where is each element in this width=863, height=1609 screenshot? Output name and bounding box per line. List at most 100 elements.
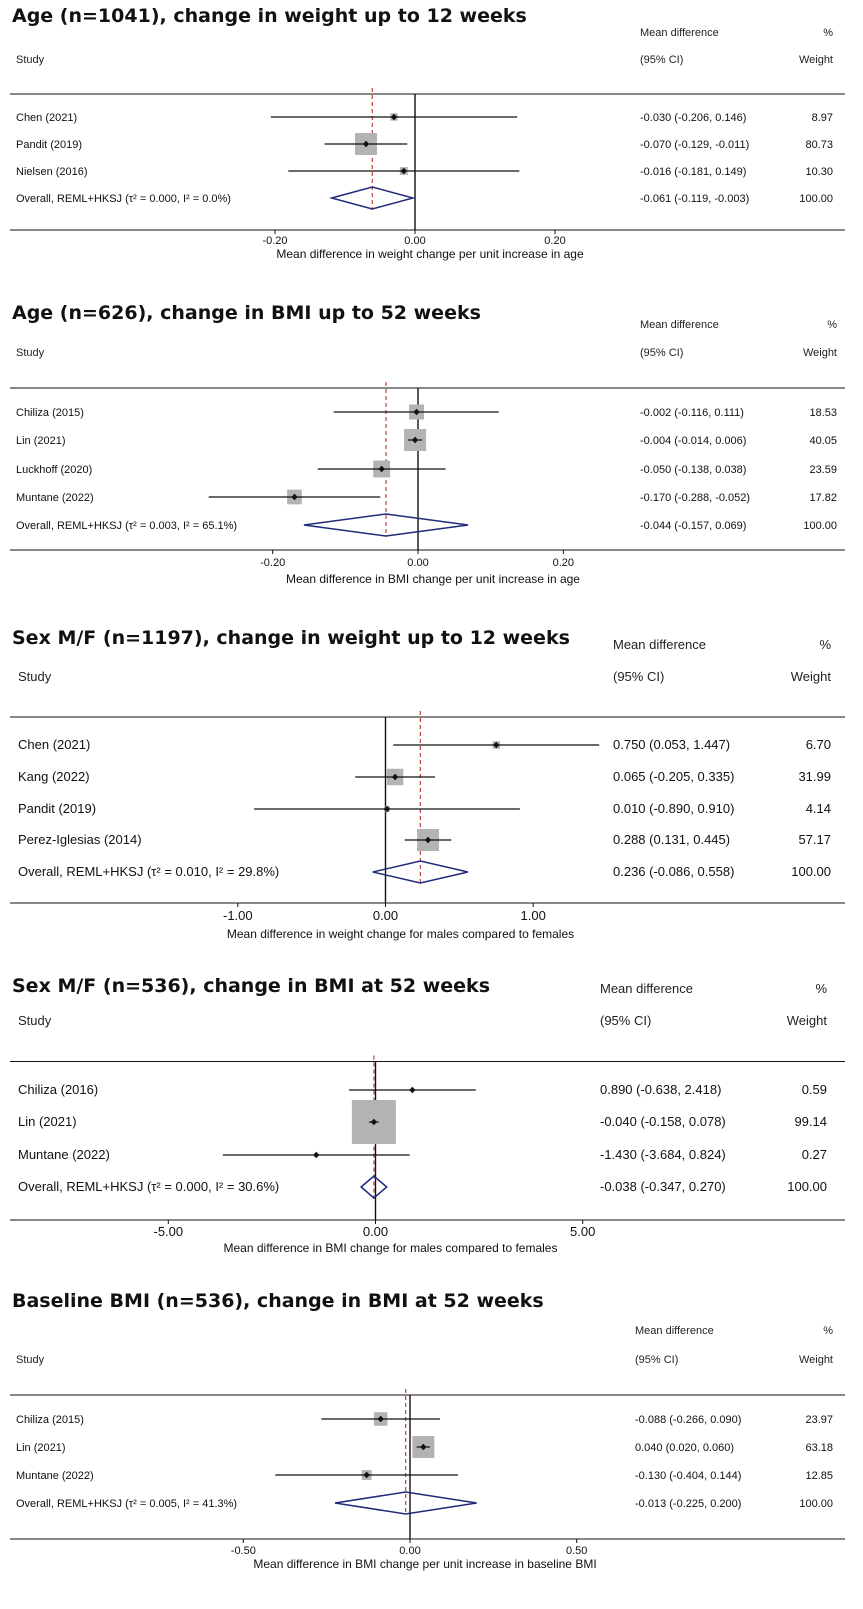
x-axis-label: Mean difference in BMI change for males … — [224, 1241, 558, 1255]
overall-label: Overall, REML+HKSJ (τ² = 0.010, I² = 29.… — [18, 864, 279, 879]
study-weight: 4.14 — [806, 801, 831, 816]
forest-plot-svg: Baseline BMI (n=536), change in BMI at 5… — [10, 1290, 845, 1571]
overall-label: Overall, REML+HKSJ (τ² = 0.003, I² = 65.… — [16, 520, 237, 532]
study-point-estimate — [391, 773, 399, 781]
study-name: Chiliza (2015) — [16, 1414, 84, 1426]
study-name: Lin (2021) — [16, 435, 66, 447]
header-weight: Weight — [799, 1354, 833, 1366]
study-weight: 10.30 — [805, 166, 833, 178]
panel-title: Sex M/F (n=1197), change in weight up to… — [12, 627, 570, 649]
study-weight: 23.97 — [805, 1414, 833, 1426]
header-weight: Weight — [799, 54, 833, 66]
study-point-estimate — [400, 167, 407, 175]
forest-plot-panel: Sex M/F (n=536), change in BMI at 52 wee… — [0, 950, 863, 1285]
header-percent: % — [815, 981, 827, 996]
header-mean-difference: Mean difference — [640, 27, 719, 39]
study-ci-text: -0.170 (-0.288, -0.052) — [640, 492, 750, 504]
overall-weight: 100.00 — [803, 520, 837, 532]
overall-diamond — [334, 1491, 477, 1515]
study-ci-text: -0.088 (-0.266, 0.090) — [635, 1414, 741, 1426]
header-percent: % — [827, 319, 837, 331]
study-ci-text: 0.890 (-0.638, 2.418) — [600, 1082, 721, 1097]
study-weight: 23.59 — [809, 464, 837, 476]
header-ci: (95% CI) — [600, 1013, 651, 1028]
study-point-estimate — [363, 1471, 370, 1479]
study-point-estimate — [370, 1118, 378, 1126]
study-weight: 0.59 — [802, 1082, 827, 1097]
overall-diamond — [303, 513, 469, 537]
x-tick-label: 1.00 — [521, 908, 546, 923]
study-point-estimate — [493, 741, 500, 749]
x-axis-label: Mean difference in BMI change per unit i… — [286, 572, 580, 586]
study-ci-text: 0.065 (-0.205, 0.335) — [613, 769, 734, 784]
header-mean-difference: Mean difference — [600, 981, 693, 996]
study-point-estimate — [413, 408, 420, 416]
study-ci-text: -1.430 (-3.684, 0.824) — [600, 1147, 726, 1162]
study-name: Perez-Iglesias (2014) — [18, 832, 142, 847]
study-weight: 31.99 — [798, 769, 831, 784]
study-weight: 6.70 — [806, 737, 831, 752]
study-weight: 80.73 — [805, 139, 833, 151]
study-point-estimate — [411, 436, 419, 444]
overall-label: Overall, REML+HKSJ (τ² = 0.005, I² = 41.… — [16, 1498, 237, 1510]
forest-plot-svg: Age (n=626), change in BMI up to 52 week… — [10, 302, 845, 586]
header-mean-difference: Mean difference — [635, 1325, 714, 1337]
x-axis-label: Mean difference in BMI change per unit i… — [253, 1557, 596, 1571]
overall-label: Overall, REML+HKSJ (τ² = 0.000, I² = 30.… — [18, 1179, 279, 1194]
study-weight: 12.85 — [805, 1470, 833, 1482]
panel-title: Sex M/F (n=536), change in BMI at 52 wee… — [12, 975, 490, 997]
header-study: Study — [18, 1013, 52, 1028]
x-tick-label: 0.50 — [566, 1545, 587, 1557]
x-tick-label: -0.20 — [260, 557, 285, 569]
study-ci-text: 0.288 (0.131, 0.445) — [613, 832, 730, 847]
study-name: Pandit (2019) — [18, 801, 96, 816]
panel-title: Age (n=1041), change in weight up to 12 … — [12, 5, 527, 27]
study-name: Lin (2021) — [18, 1114, 77, 1129]
x-tick-label: 0.00 — [363, 1224, 388, 1239]
overall-ci-text: -0.013 (-0.225, 0.200) — [635, 1498, 741, 1510]
header-study: Study — [16, 54, 45, 66]
study-name: Chiliza (2016) — [18, 1082, 98, 1097]
overall-ci-text: -0.061 (-0.119, -0.003) — [640, 193, 749, 205]
x-tick-label: -1.00 — [223, 908, 253, 923]
header-study: Study — [18, 669, 52, 684]
study-point-estimate — [291, 493, 298, 501]
header-ci: (95% CI) — [635, 1354, 678, 1366]
forest-plot-panel: Age (n=1041), change in weight up to 12 … — [0, 0, 863, 300]
header-weight: Weight — [791, 669, 832, 684]
x-tick-label: -5.00 — [153, 1224, 183, 1239]
x-tick-label: -0.50 — [231, 1545, 256, 1557]
overall-weight: 100.00 — [799, 193, 833, 205]
x-tick-label: 0.20 — [553, 557, 574, 569]
study-point-estimate — [409, 1086, 416, 1094]
forest-plot-svg: Sex M/F (n=536), change in BMI at 52 wee… — [10, 975, 845, 1255]
overall-diamond — [359, 1175, 388, 1199]
header-study: Study — [16, 347, 45, 359]
study-ci-text: -0.050 (-0.138, 0.038) — [640, 464, 746, 476]
overall-ci-text: 0.236 (-0.086, 0.558) — [613, 864, 734, 879]
study-name: Pandit (2019) — [16, 139, 82, 151]
study-ci-text: -0.130 (-0.404, 0.144) — [635, 1470, 741, 1482]
header-ci: (95% CI) — [613, 669, 664, 684]
overall-ci-text: -0.044 (-0.157, 0.069) — [640, 520, 746, 532]
x-tick-label: 0.00 — [404, 235, 425, 247]
study-ci-text: -0.040 (-0.158, 0.078) — [600, 1114, 726, 1129]
study-name: Muntane (2022) — [18, 1147, 110, 1162]
study-point-estimate — [313, 1151, 320, 1159]
study-name: Chen (2021) — [16, 112, 77, 124]
study-ci-text: -0.004 (-0.014, 0.006) — [640, 435, 746, 447]
overall-weight: 100.00 — [799, 1498, 833, 1510]
overall-label: Overall, REML+HKSJ (τ² = 0.000, I² = 0.0… — [16, 193, 231, 205]
study-point-estimate — [383, 805, 391, 813]
study-point-estimate — [420, 1443, 427, 1451]
study-weight: 17.82 — [809, 492, 837, 504]
study-name: Luckhoff (2020) — [16, 464, 92, 476]
overall-weight: 100.00 — [787, 1179, 827, 1194]
header-weight: Weight — [787, 1013, 828, 1028]
study-weight: 18.53 — [809, 407, 837, 419]
study-weight: 63.18 — [805, 1442, 833, 1454]
header-percent: % — [823, 1325, 833, 1337]
study-point-estimate — [378, 465, 385, 473]
forest-plot-panel: Age (n=626), change in BMI up to 52 week… — [0, 300, 863, 600]
